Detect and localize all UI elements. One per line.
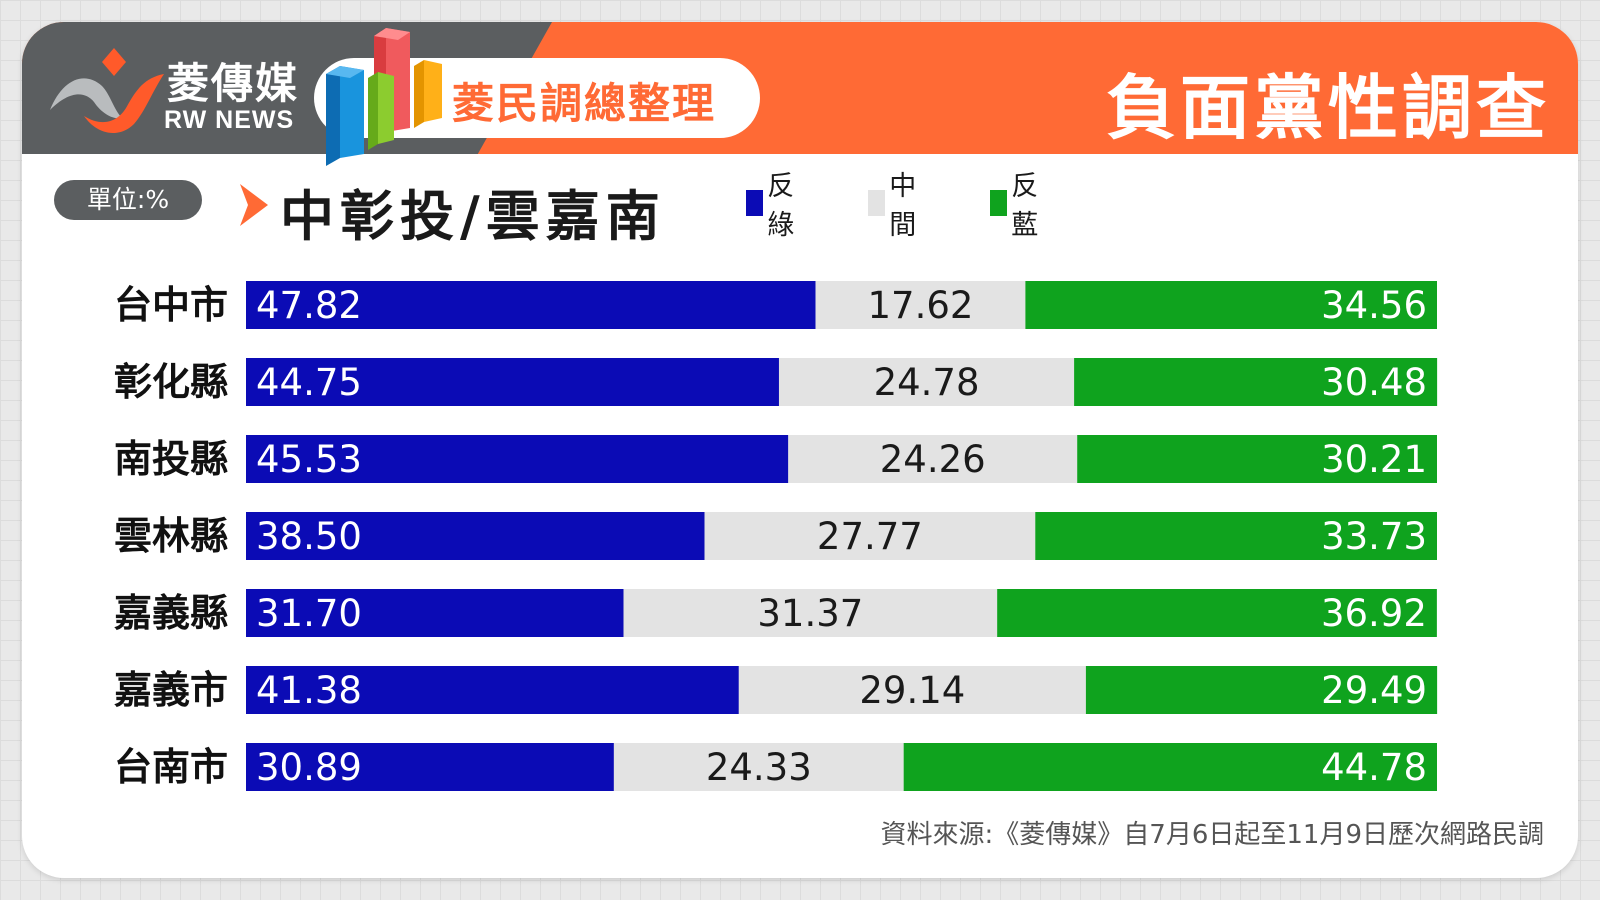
bar-segment-anti-blue [1074, 358, 1438, 406]
data-label: 24.33 [706, 746, 812, 789]
data-label: 44.78 [1321, 746, 1427, 789]
data-label: 36.92 [1321, 592, 1427, 635]
bar-segment-anti-green [246, 512, 705, 560]
data-label: 30.21 [1321, 438, 1427, 481]
category-label: 嘉義縣 [114, 591, 228, 635]
bar-segment-anti-green [246, 743, 614, 791]
category-label: 彰化縣 [114, 360, 228, 404]
bar-segment-middle [613, 743, 904, 791]
data-label: 34.56 [1321, 284, 1427, 327]
legend-label-anti-green: 反綠 [767, 171, 795, 241]
data-label: 38.50 [256, 515, 362, 558]
bar-segment-middle [623, 589, 998, 637]
data-label: 47.82 [256, 284, 362, 327]
bar-segment-middle [788, 435, 1078, 483]
bar-segment-anti-green [246, 589, 624, 637]
bar-segment-anti-blue [903, 743, 1437, 791]
data-label: 44.75 [256, 361, 362, 404]
chevron-right-icon [240, 184, 268, 226]
brand-sub: RW NEWS [164, 106, 295, 134]
legend-swatch-middle [868, 190, 886, 216]
legend-label-anti-blue: 反藍 [1011, 171, 1039, 241]
data-label: 29.49 [1321, 669, 1427, 712]
data-label: 31.70 [256, 592, 362, 635]
rw-news-logo-icon [50, 48, 164, 134]
bar-segment-anti-blue [1077, 435, 1437, 483]
data-label: 45.53 [256, 438, 362, 481]
legend-label-middle: 中間 [889, 171, 917, 241]
bar-segment-anti-green [246, 281, 816, 329]
legend-item-anti-blue: 反藍 [990, 171, 1047, 241]
legend-swatch-anti-blue [990, 190, 1008, 216]
bar-segment-anti-blue [1035, 512, 1437, 560]
bar-segment-anti-green [246, 435, 789, 483]
page-title: 負面黨性調查 [1106, 67, 1550, 149]
brand-name: 菱傳媒 [167, 59, 300, 108]
bar-segment-anti-blue [1085, 666, 1438, 714]
legend-item-middle: 中間 [868, 171, 925, 241]
source-note: 資料來源:《菱傳媒》自7月6日起至11月9日歷次網路民調 [880, 820, 1544, 850]
legend-item-anti-green: 反綠 [746, 171, 803, 241]
data-label: 27.77 [817, 515, 923, 558]
category-label: 台中市 [114, 283, 228, 327]
series-title: 菱民調總整理 [452, 79, 717, 128]
bar-chart-icon [326, 28, 442, 166]
infographic-card: 菱傳媒 RW NEWS 菱民調總整理 負面黨性調查 單位:% 中彰投/雲嘉南 反… [22, 22, 1578, 878]
data-label: 33.73 [1321, 515, 1427, 558]
bar-segment-middle [815, 281, 1026, 329]
data-label: 31.37 [757, 592, 863, 635]
category-label: 南投縣 [114, 437, 228, 481]
bar-segment-anti-blue [1025, 281, 1437, 329]
chart-subtitle: 中彰投/雲嘉南 [280, 185, 666, 248]
bar-segment-anti-green [246, 358, 779, 406]
data-label: 17.62 [867, 284, 973, 327]
legend-swatch-anti-green [746, 190, 764, 216]
data-label: 24.78 [874, 361, 980, 404]
bar-segment-middle [778, 358, 1075, 406]
data-label: 41.38 [256, 669, 362, 712]
category-label: 嘉義市 [114, 668, 228, 712]
stacked-bar-chart: 台中市 47.82 17.62 34.56 彰化縣 44.75 24.78 30.48 南投縣 4… [114, 281, 1438, 791]
data-label: 30.48 [1321, 361, 1427, 404]
data-label: 29.14 [859, 669, 965, 712]
data-label: 24.26 [880, 438, 986, 481]
bar-segment-middle [738, 666, 1086, 714]
bar-segment-anti-blue [997, 589, 1437, 637]
category-label: 台南市 [114, 745, 228, 789]
category-label: 雲林縣 [114, 514, 228, 558]
unit-badge: 單位:% [54, 180, 202, 220]
data-label: 30.89 [256, 746, 362, 789]
bar-segment-middle [704, 512, 1036, 560]
bar-segment-anti-green [246, 666, 739, 714]
